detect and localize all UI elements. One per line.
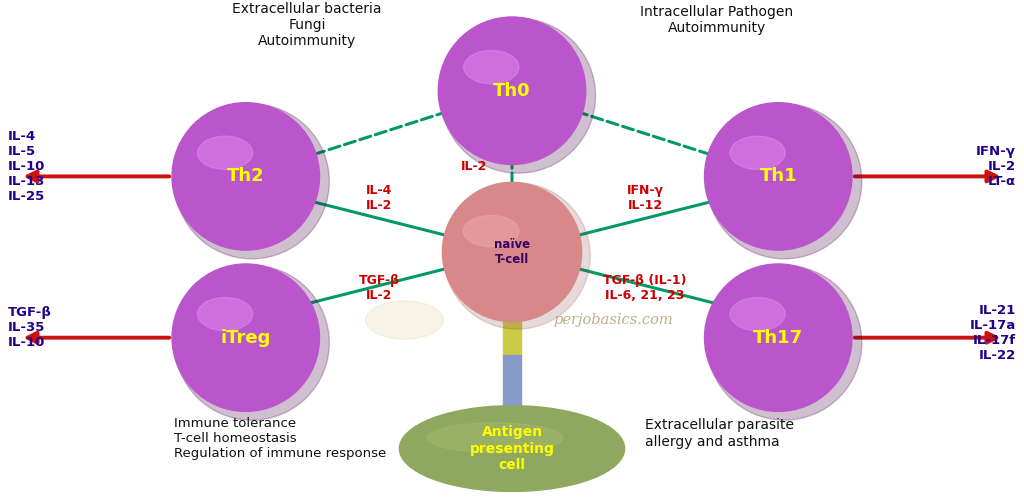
Ellipse shape <box>174 104 330 259</box>
Text: IFN-γ
IL-2
LT-α: IFN-γ IL-2 LT-α <box>976 145 1016 188</box>
Polygon shape <box>503 355 521 405</box>
Text: Immune tolerance
T-cell homeostasis
Regulation of immune response: Immune tolerance T-cell homeostasis Regu… <box>174 417 386 460</box>
Text: perjobasics.com: perjobasics.com <box>553 313 673 327</box>
Ellipse shape <box>174 265 330 420</box>
Circle shape <box>366 301 443 339</box>
Ellipse shape <box>707 265 862 420</box>
Ellipse shape <box>705 103 852 250</box>
Text: IL-2: IL-2 <box>461 160 487 173</box>
Ellipse shape <box>172 103 319 250</box>
Ellipse shape <box>172 264 319 411</box>
Text: naïve
T-cell: naïve T-cell <box>494 238 530 266</box>
Ellipse shape <box>440 18 596 173</box>
Ellipse shape <box>198 297 253 331</box>
Ellipse shape <box>444 183 590 329</box>
Text: IL-21
IL-17a
IL-17f
IL-22: IL-21 IL-17a IL-17f IL-22 <box>970 303 1016 362</box>
Ellipse shape <box>705 264 852 411</box>
Text: Th2: Th2 <box>227 167 264 185</box>
Text: IL-4
IL-2: IL-4 IL-2 <box>366 184 392 212</box>
Text: Extracellular parasite
allergy and asthma: Extracellular parasite allergy and asthm… <box>645 418 795 449</box>
Ellipse shape <box>463 215 519 247</box>
Text: Th17: Th17 <box>754 329 803 347</box>
Ellipse shape <box>730 297 785 331</box>
Text: TGF-β
IL-35
IL-10: TGF-β IL-35 IL-10 <box>8 306 52 349</box>
Text: Th0: Th0 <box>494 82 530 100</box>
Ellipse shape <box>428 423 563 453</box>
Ellipse shape <box>399 406 625 491</box>
Text: TGF-β (IL-1)
IL-6, 21, 23: TGF-β (IL-1) IL-6, 21, 23 <box>603 274 687 302</box>
Text: Th1: Th1 <box>760 167 797 185</box>
Text: iTreg: iTreg <box>220 329 271 347</box>
Ellipse shape <box>464 50 519 84</box>
Ellipse shape <box>707 104 862 259</box>
Ellipse shape <box>730 136 785 169</box>
Ellipse shape <box>438 17 586 164</box>
Text: TGF-β
IL-2: TGF-β IL-2 <box>358 274 399 302</box>
Text: Antigen
presenting
cell: Antigen presenting cell <box>470 425 554 472</box>
Text: Intracellular Pathogen
Autoimmunity: Intracellular Pathogen Autoimmunity <box>640 5 794 35</box>
Text: Extracellular bacteria
Fungi
Autoimmunity: Extracellular bacteria Fungi Autoimmunit… <box>232 2 382 48</box>
Polygon shape <box>503 287 521 355</box>
Text: IFN-γ
IL-12: IFN-γ IL-12 <box>627 184 664 212</box>
Text: IL-4
IL-5
IL-10
IL-13
IL-25: IL-4 IL-5 IL-10 IL-13 IL-25 <box>8 130 45 203</box>
Ellipse shape <box>442 182 582 322</box>
Ellipse shape <box>198 136 253 169</box>
